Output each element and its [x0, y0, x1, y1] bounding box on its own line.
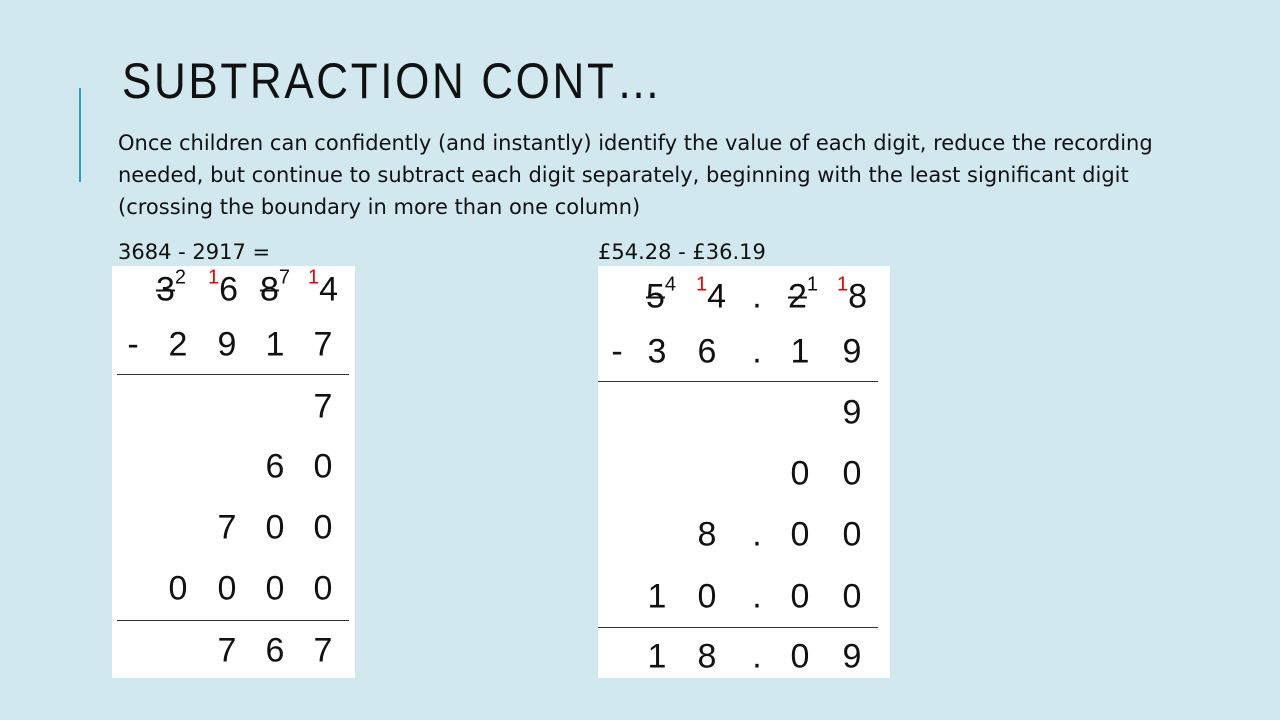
digit: 6: [265, 631, 285, 670]
digit: 0: [313, 569, 333, 608]
digit: 0: [842, 454, 862, 493]
top-digit: 21: [787, 274, 818, 317]
digit: .: [752, 332, 762, 371]
carry-digit: 1: [695, 273, 708, 296]
digit: 6: [697, 332, 717, 371]
digit: 9: [842, 393, 862, 432]
digit: 0: [265, 508, 285, 547]
digit: 2: [787, 277, 807, 316]
digit: 6: [219, 270, 239, 309]
digit: 9: [842, 637, 862, 676]
top-digit: 54: [645, 274, 676, 317]
digit: 8: [697, 515, 717, 554]
digit: 2: [168, 325, 188, 364]
digit: 0: [697, 577, 717, 616]
top-digit: 32: [155, 267, 186, 310]
digit: 7: [313, 631, 333, 670]
digit: 1: [647, 637, 667, 676]
digit: 7: [313, 325, 333, 364]
digit: 0: [217, 569, 237, 608]
digit: -: [127, 325, 139, 364]
digit: 8: [259, 270, 279, 309]
divider: [117, 620, 349, 621]
digit: 1: [790, 332, 810, 371]
right-expression: £54.28 - £36.19: [598, 240, 766, 264]
top-digit: .: [752, 278, 761, 317]
digit: .: [752, 637, 762, 676]
top-digit: 18: [837, 274, 868, 317]
digit: 7: [217, 508, 237, 547]
digit: 7: [313, 387, 333, 426]
digit: .: [752, 277, 762, 316]
digit: 9: [842, 332, 862, 371]
digit: 0: [790, 637, 810, 676]
digit: 0: [265, 569, 285, 608]
column-subtraction-left: 32 16 87 14-2 9 1 7 7 6 0 7 0 0 0 0 0 0 7 6 7: [112, 266, 355, 678]
digit: 3: [155, 270, 175, 309]
top-digit: 16: [208, 267, 239, 310]
digit: 8: [848, 277, 868, 316]
top-digit: 14: [308, 267, 339, 310]
accent-line: [79, 88, 81, 182]
digit: 5: [645, 277, 665, 316]
exchanged-digit: 2: [174, 266, 187, 289]
digit: 0: [168, 569, 188, 608]
digit: 9: [217, 325, 237, 364]
divider: [117, 374, 349, 375]
digit: 0: [790, 577, 810, 616]
carry-digit: 1: [836, 273, 849, 296]
left-expression: 3684 - 2917 =: [118, 240, 271, 264]
digit: 8: [697, 637, 717, 676]
divider: [598, 627, 878, 628]
carry-digit: 1: [207, 266, 220, 289]
exchanged-digit: 7: [278, 266, 291, 289]
exchanged-digit: 4: [664, 273, 677, 296]
digit: 0: [790, 454, 810, 493]
body-text: Once children can confidently (and insta…: [118, 131, 1153, 219]
slide-title: SUBTRACTION CONT…: [122, 53, 664, 109]
digit: 0: [790, 515, 810, 554]
digit: 6: [265, 447, 285, 486]
carry-digit: 1: [307, 266, 320, 289]
digit: 1: [265, 325, 285, 364]
digit: .: [752, 577, 762, 616]
column-subtraction-right: 54 14. 21 18-3 6. 1 9 9 0 0 8. 0 0 1 0. 0 0 1 8. 0 9: [598, 266, 890, 678]
digit: 0: [842, 577, 862, 616]
digit: 4: [319, 270, 339, 309]
digit: 0: [313, 447, 333, 486]
digit: .: [752, 515, 762, 554]
digit: 7: [217, 631, 237, 670]
digit: 3: [647, 332, 667, 371]
digit: 0: [313, 508, 333, 547]
top-digit: 87: [259, 267, 290, 310]
exchanged-digit: 1: [806, 273, 819, 296]
divider: [598, 381, 878, 382]
digit: 4: [707, 277, 727, 316]
top-digit: 14: [696, 274, 727, 317]
digit: 1: [647, 577, 667, 616]
digit: 0: [842, 515, 862, 554]
digit: -: [611, 332, 623, 371]
